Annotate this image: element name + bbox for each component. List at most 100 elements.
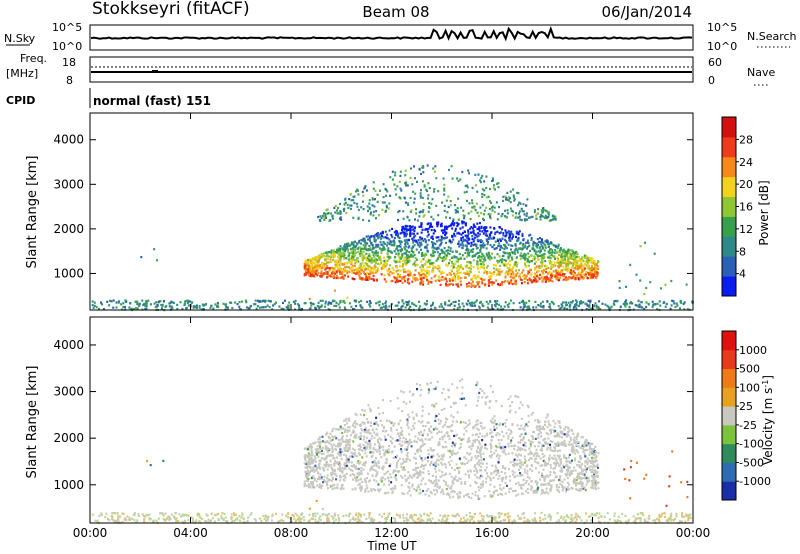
heatmap-cell (192, 305, 195, 308)
heatmap-cell (338, 269, 341, 272)
heatmap-cell (401, 260, 404, 263)
heatmap-cell (310, 270, 313, 273)
heatmap-cell (372, 268, 375, 271)
heatmap-cell (389, 270, 392, 273)
heatmap-cell (316, 263, 319, 266)
heatmap-cell (532, 258, 535, 261)
heatmap-cell (580, 300, 583, 303)
heatmap-cell (377, 267, 379, 270)
heatmap-cell (512, 473, 515, 476)
heatmap-cell (359, 461, 362, 464)
heatmap-cell (401, 300, 404, 303)
heatmap-cell (435, 259, 438, 262)
heatmap-cell (449, 240, 452, 243)
heatmap-cell (473, 254, 476, 258)
heatmap-cell (476, 238, 479, 241)
heatmap-cell (321, 262, 324, 265)
heatmap-cell (448, 299, 451, 302)
heatmap-cell (589, 301, 592, 304)
heatmap-cell (546, 462, 549, 465)
heatmap-cell (409, 234, 412, 238)
heatmap-cell (479, 250, 482, 253)
heatmap-cell (513, 465, 516, 468)
heatmap-cell (346, 422, 349, 425)
heatmap-cell (526, 487, 529, 491)
heatmap-cell (578, 271, 581, 274)
heatmap-cell (358, 252, 361, 255)
heatmap-cell (456, 276, 459, 279)
heatmap-cell (190, 301, 193, 304)
heatmap-cell (455, 256, 458, 259)
heatmap-cell (525, 204, 527, 207)
heatmap-cell (548, 482, 551, 485)
heatmap-cell (454, 273, 457, 276)
heatmap-cell (536, 212, 539, 215)
heatmap-cell (409, 225, 411, 228)
heatmap-cell (596, 463, 599, 466)
heatmap-cell (381, 232, 384, 235)
heatmap-cell (420, 275, 423, 278)
heatmap-cell (441, 275, 444, 279)
heatmap-cell (570, 301, 573, 304)
heatmap-cell (538, 471, 540, 474)
heatmap-cell (359, 489, 362, 492)
heatmap-cell (331, 450, 334, 454)
heatmap-cell (453, 256, 456, 259)
heatmap-cell (292, 300, 295, 303)
heatmap-cell (618, 286, 621, 289)
heatmap-cell (382, 264, 384, 267)
heatmap-cell (455, 267, 458, 270)
heatmap-cell (454, 300, 457, 303)
heatmap-cell (568, 261, 571, 264)
heatmap-cell (498, 303, 501, 306)
heatmap-cell (507, 271, 510, 275)
heatmap-cell (572, 270, 575, 273)
heatmap-cell (346, 246, 349, 249)
heatmap-cell (393, 231, 396, 234)
heatmap-cell (399, 276, 402, 279)
heatmap-cell (597, 466, 599, 469)
heatmap-cell (524, 263, 527, 266)
heatmap-cell (526, 246, 529, 249)
heatmap-cell (357, 474, 360, 477)
heatmap-cell (472, 280, 474, 283)
heatmap-cell (306, 263, 309, 266)
heatmap-cell (476, 222, 479, 225)
heatmap-cell (686, 308, 689, 311)
heatmap-cell (535, 260, 538, 263)
heatmap-cell (393, 259, 396, 262)
heatmap-cell (453, 452, 456, 455)
heatmap-cell (471, 442, 474, 445)
heatmap-cell (339, 216, 342, 219)
heatmap-cell (533, 445, 536, 448)
heatmap-cell (229, 301, 232, 304)
heatmap-cell (445, 445, 448, 448)
heatmap-cell (379, 263, 382, 266)
heatmap-cell (516, 424, 519, 427)
heatmap-cell (454, 208, 457, 212)
heatmap-cell (417, 475, 419, 478)
heatmap-cell (547, 272, 549, 275)
heatmap-cell (462, 267, 465, 271)
heatmap-cell (326, 460, 329, 463)
heatmap-cell (464, 421, 467, 424)
heatmap-cell (474, 423, 477, 426)
heatmap-cell (400, 277, 403, 280)
heatmap-cell (471, 492, 474, 495)
heatmap-cell (475, 280, 478, 283)
heatmap-cell (652, 304, 655, 307)
heatmap-cell (362, 468, 365, 471)
heatmap-cell (437, 418, 440, 421)
heatmap-cell (368, 442, 371, 445)
heatmap-cell (548, 245, 550, 248)
heatmap-cell (578, 258, 581, 261)
heatmap-cell (415, 248, 418, 251)
heatmap-cell (216, 304, 219, 307)
heatmap-cell (414, 269, 417, 272)
heatmap-cell (320, 253, 323, 256)
heatmap-cell (504, 481, 507, 484)
heatmap-cell (480, 459, 483, 462)
heatmap-cell (143, 302, 146, 305)
heatmap-cell (407, 246, 410, 249)
heatmap-cell (425, 247, 428, 250)
